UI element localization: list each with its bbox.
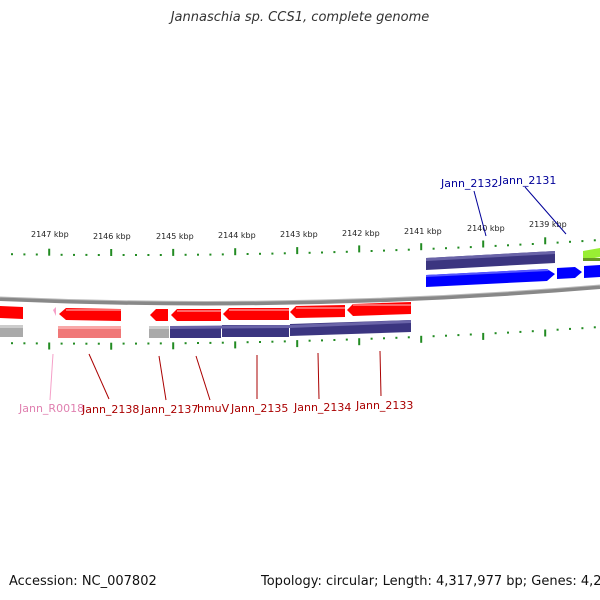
cds-jann-2131-next[interactable] (584, 265, 600, 278)
leader-lines (49, 186, 567, 401)
tick-label-2145: 2145 kbp (156, 232, 194, 241)
tick-label-2147: 2147 kbp (31, 230, 69, 239)
cds-sheen-2135 (229, 309, 289, 311)
tick-label-2140: 2140 kbp (467, 224, 505, 233)
gene-track-highlight-jann-2132 (426, 251, 555, 261)
label-jann-2138: Jann_2138 (81, 403, 139, 416)
gene-track-sheen-2137 (149, 326, 169, 329)
genome-title: Jannaschia sp. CCS1, complete genome (170, 10, 430, 25)
gene-track-hmuv[interactable] (170, 326, 221, 338)
tick-label-2142: 2142 kbp (342, 229, 380, 238)
cds-jann-2137[interactable] (150, 309, 168, 321)
leader-jann-2137 (158, 355, 167, 401)
gene-track-highlight (170, 320, 411, 329)
cds-jann-2132[interactable] (426, 269, 555, 287)
label-jann-2135: Jann_2135 (230, 402, 288, 415)
genome-backbone (0, 285, 600, 306)
gene-track-sheen-left (0, 325, 23, 328)
tick-label-2139: 2139 kbp (529, 220, 567, 229)
label-jann-2137: Jann_2137 (140, 403, 198, 416)
gene-track-sheen-2138 (58, 326, 121, 329)
label-jann-r0018: Jann_R0018 (18, 402, 84, 415)
label-jann-2134: Jann_2134 (293, 401, 351, 414)
cds-sheen-hmuv (177, 310, 221, 312)
forward-strand-genes (426, 248, 600, 287)
label-hmuv: hmuV (197, 402, 230, 415)
cds-jann-2138[interactable] (59, 308, 121, 321)
leader-jann-2131 (524, 186, 567, 235)
cds-left-partial[interactable] (0, 306, 23, 319)
tick-label-2144: 2144 kbp (218, 231, 256, 240)
tick-label-2146: 2146 kbp (93, 232, 131, 241)
upper-tick-ruler (11, 237, 596, 256)
label-jann-2131: Jann_2131 (498, 174, 556, 187)
trna-jann-r0018[interactable] (53, 307, 56, 316)
other-feature-shadow (583, 258, 600, 261)
label-jann-2132: Jann_2132 (440, 177, 498, 190)
label-jann-2133: Jann_2133 (355, 399, 413, 412)
leader-jann-2138 (88, 353, 110, 400)
accession-text: Accession: NC_007802 (9, 574, 157, 589)
leader-jann-r0018 (49, 353, 54, 401)
cds-jann-2134[interactable] (290, 305, 345, 318)
cds-jann-2131[interactable] (557, 267, 582, 279)
gene-labels: Jann_2132 Jann_2131 Jann_R0018 Jann_2138… (18, 174, 556, 416)
reverse-strand-genes (0, 302, 411, 338)
leader-jann-2132 (473, 190, 487, 237)
tick-labels: 2147 kbp 2146 kbp 2145 kbp 2144 kbp 2143… (31, 220, 567, 241)
genome-backbone-highlight (0, 284, 600, 302)
leader-jann-2133 (379, 350, 382, 397)
cds-highlight-jann-2132 (426, 269, 549, 277)
cds-sheen-2133 (353, 304, 411, 306)
tick-label-2141: 2141 kbp (404, 227, 442, 236)
leader-jann-2134 (317, 352, 320, 400)
cds-sheen-2134 (296, 307, 345, 309)
leader-hmuv (195, 355, 211, 401)
cds-sheen-2138 (66, 309, 121, 311)
other-feature[interactable] (583, 248, 600, 260)
lower-tick-ruler (11, 326, 596, 350)
genome-summary-text: Topology: circular; Length: 4,317,977 bp… (261, 574, 600, 589)
tick-label-2143: 2143 kbp (280, 230, 318, 239)
